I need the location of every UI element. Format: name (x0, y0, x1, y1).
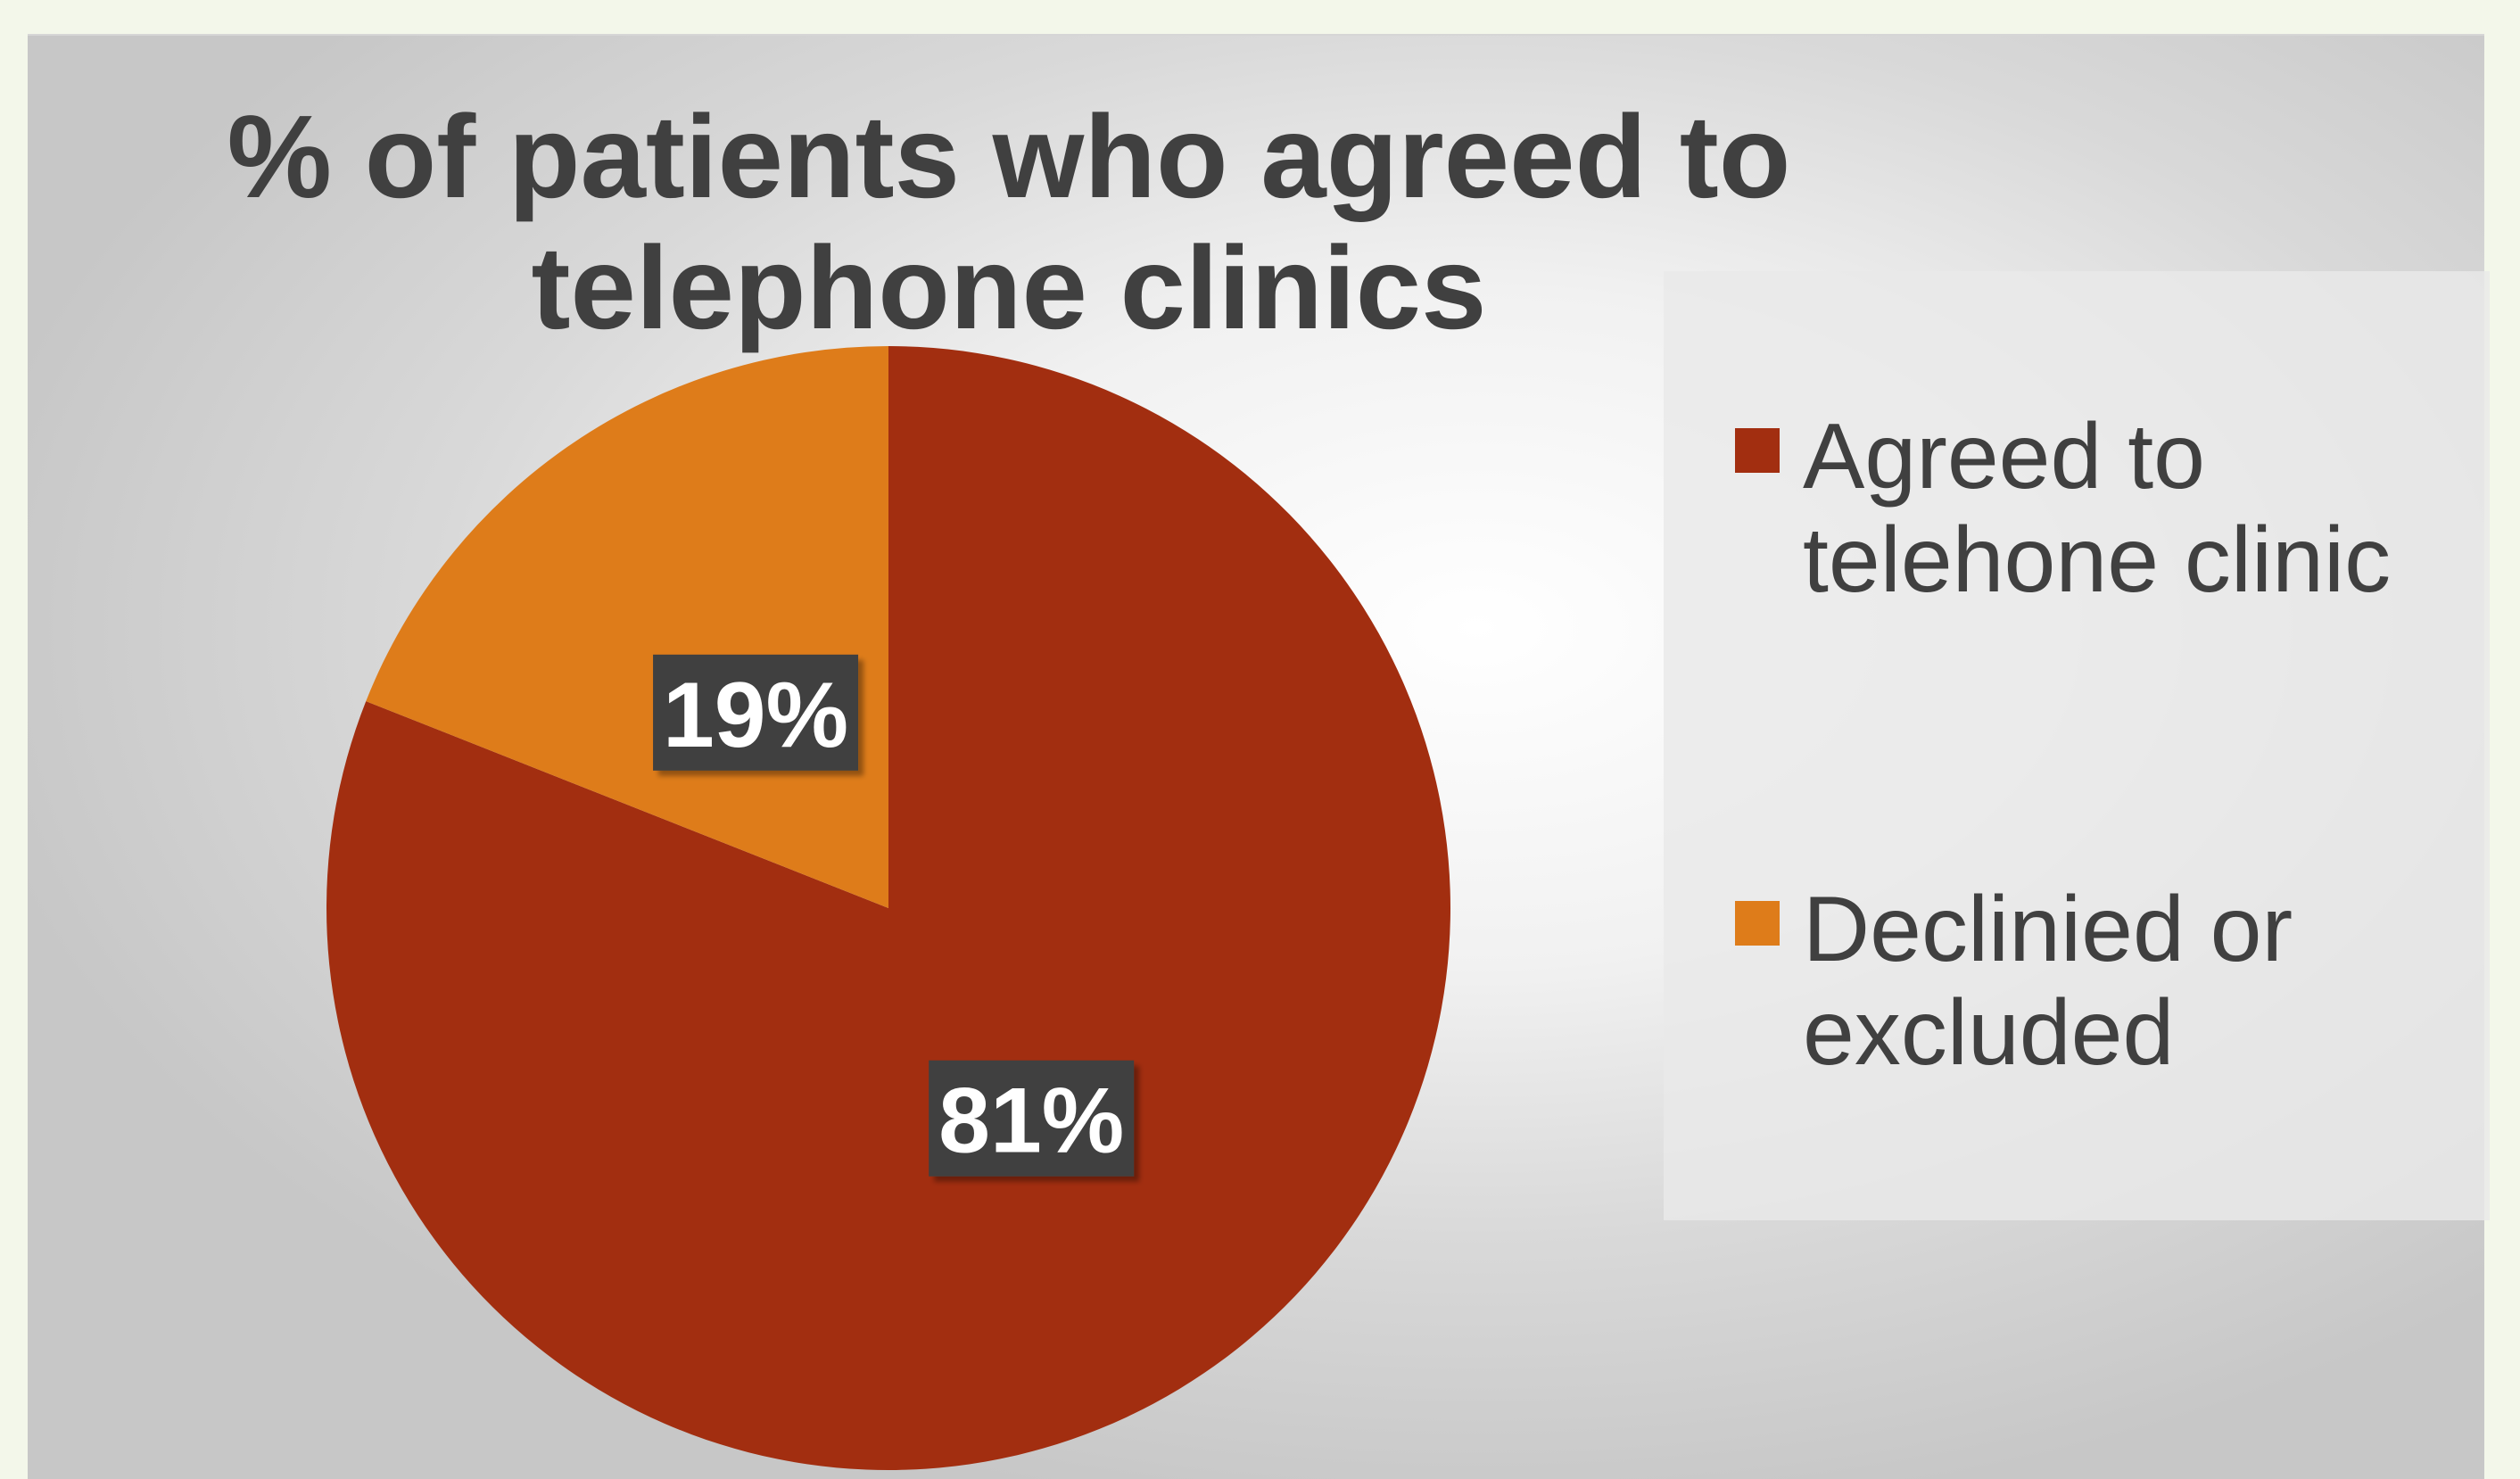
pie-slice-agreed (326, 346, 1450, 1471)
legend-swatch-agreed (1735, 428, 1780, 473)
data-label-background (653, 654, 859, 771)
data-label-text: 81% (938, 1070, 1124, 1173)
legend-swatch-declined (1735, 901, 1780, 946)
chart-area: % of patients who agreed to telephone cl… (28, 34, 2490, 1479)
legend-item-declined: Declinied or excluded (1735, 878, 2427, 1085)
data-label-declined: 19% (653, 654, 859, 771)
legend-label-agreed: Agreed to telehone clinic (1803, 405, 2392, 612)
legend-item-agreed: Agreed to telehone clinic (1735, 405, 2427, 612)
pie-chart: 81% 19% (326, 346, 1450, 1471)
data-label-background (929, 1060, 1135, 1177)
legend: Agreed to telehone clinic Declinied or e… (1664, 271, 2490, 1220)
chart-title: % of patients who agreed to telephone cl… (227, 91, 1791, 353)
legend-label-declined: Declinied or excluded (1803, 878, 2293, 1085)
data-label-text: 19% (663, 664, 848, 767)
data-label-agreed: 81% (929, 1060, 1135, 1177)
